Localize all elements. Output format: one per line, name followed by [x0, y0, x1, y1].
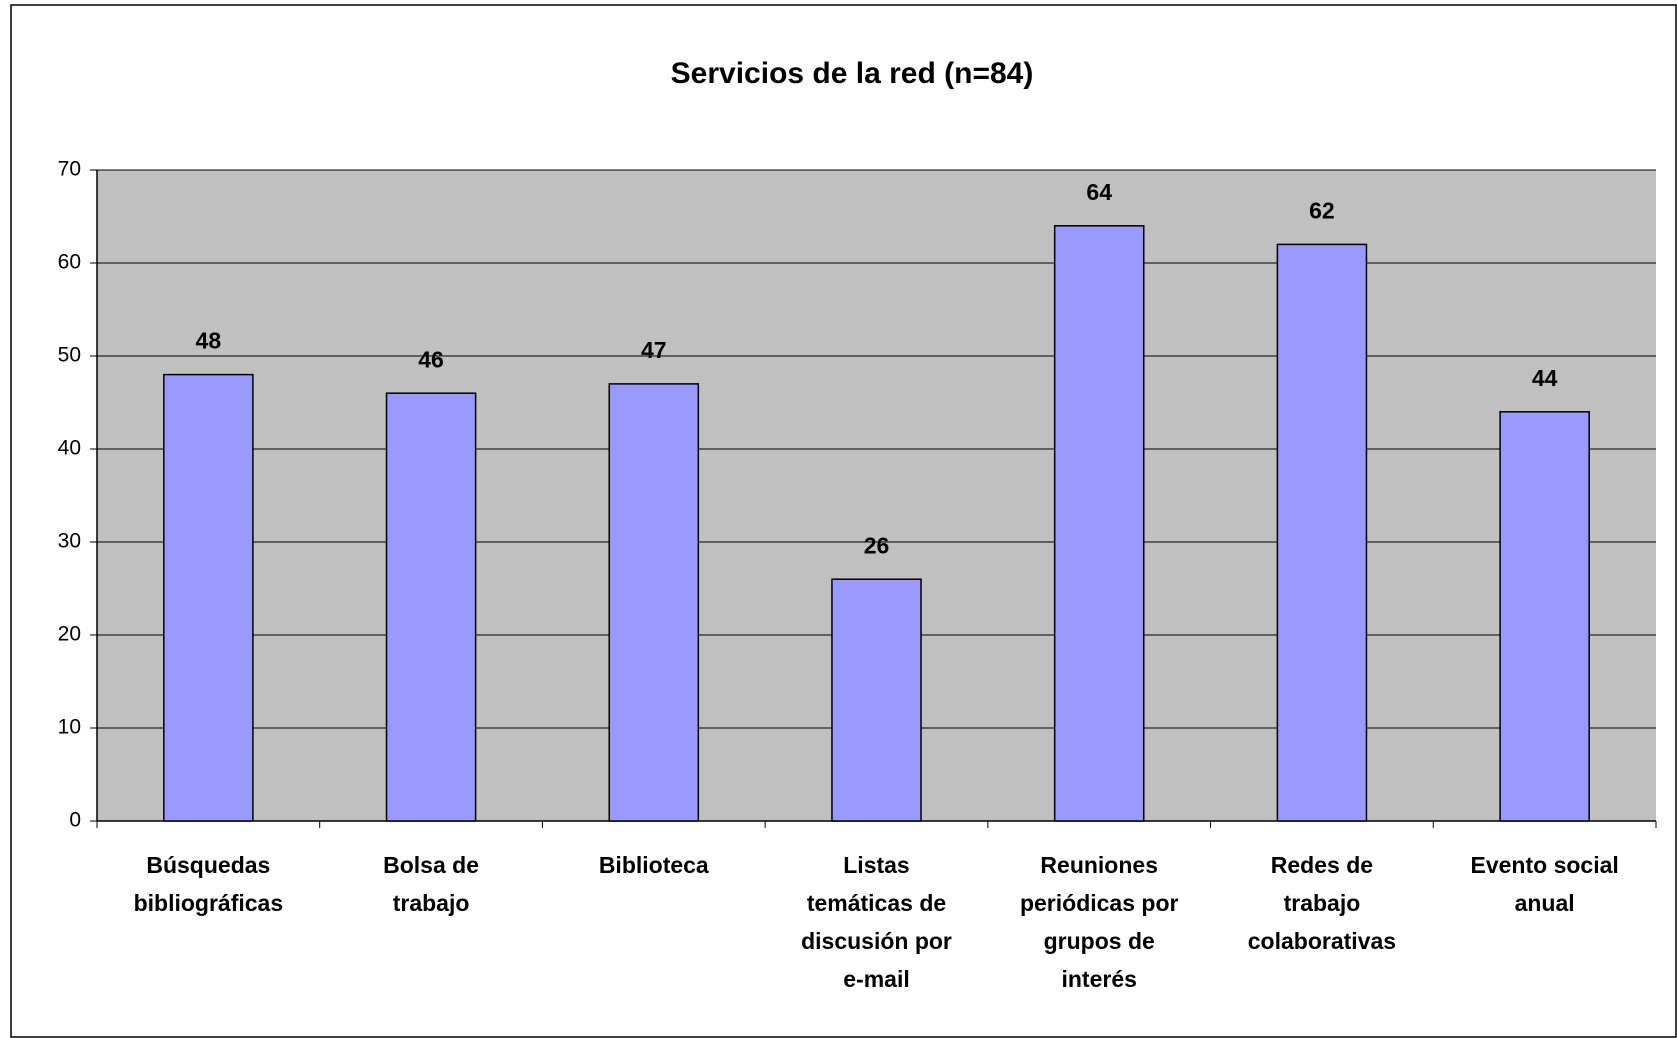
x-tick-label: Búsquedas — [146, 852, 270, 878]
chart-title: Servicios de la red (n=84) — [671, 57, 1034, 90]
data-label: 62 — [1309, 197, 1335, 223]
x-tick-label: Bolsa de — [383, 852, 479, 878]
x-tick-label: Biblioteca — [599, 852, 709, 878]
y-tick-label: 70 — [58, 158, 81, 181]
x-tick-label: trabajo — [393, 890, 470, 916]
y-tick-label: 40 — [58, 437, 81, 460]
bar — [385, 392, 477, 822]
data-label: 64 — [1086, 179, 1112, 205]
x-tick-label: interés — [1061, 966, 1136, 992]
x-tick-label: trabajo — [1284, 890, 1361, 916]
x-tick-label: anual — [1515, 890, 1575, 916]
data-label: 48 — [196, 328, 222, 354]
x-tick-label: colaborativas — [1248, 928, 1396, 954]
bar — [1053, 225, 1145, 822]
data-label: 46 — [418, 346, 444, 372]
bar — [163, 373, 254, 822]
bar — [1499, 411, 1590, 822]
data-label: 26 — [864, 532, 890, 558]
y-tick-label: 60 — [58, 251, 81, 274]
x-tick-label: periódicas por — [1020, 890, 1179, 916]
bar — [608, 383, 700, 822]
y-tick-label: 0 — [69, 809, 81, 832]
x-tick-label: Listas — [843, 852, 909, 878]
x-tick-label: grupos de — [1044, 928, 1155, 954]
x-tick-label: Evento social — [1471, 852, 1619, 878]
y-tick-label: 20 — [58, 623, 81, 646]
bar — [831, 578, 922, 822]
bar — [1276, 243, 1368, 822]
x-tick-label: discusión por — [801, 928, 952, 954]
y-tick-label: 50 — [58, 344, 81, 367]
x-tick-label: e-mail — [843, 966, 909, 992]
x-tick-label: Reuniones — [1040, 852, 1158, 878]
x-tick-label: Redes de — [1271, 852, 1373, 878]
data-label: 47 — [641, 337, 667, 363]
x-tick-label: temáticas de — [807, 890, 946, 916]
x-tick-label: bibliográficas — [134, 890, 284, 916]
y-tick-label: 30 — [58, 530, 81, 553]
y-tick-label: 10 — [58, 716, 81, 739]
data-label: 44 — [1532, 365, 1558, 391]
